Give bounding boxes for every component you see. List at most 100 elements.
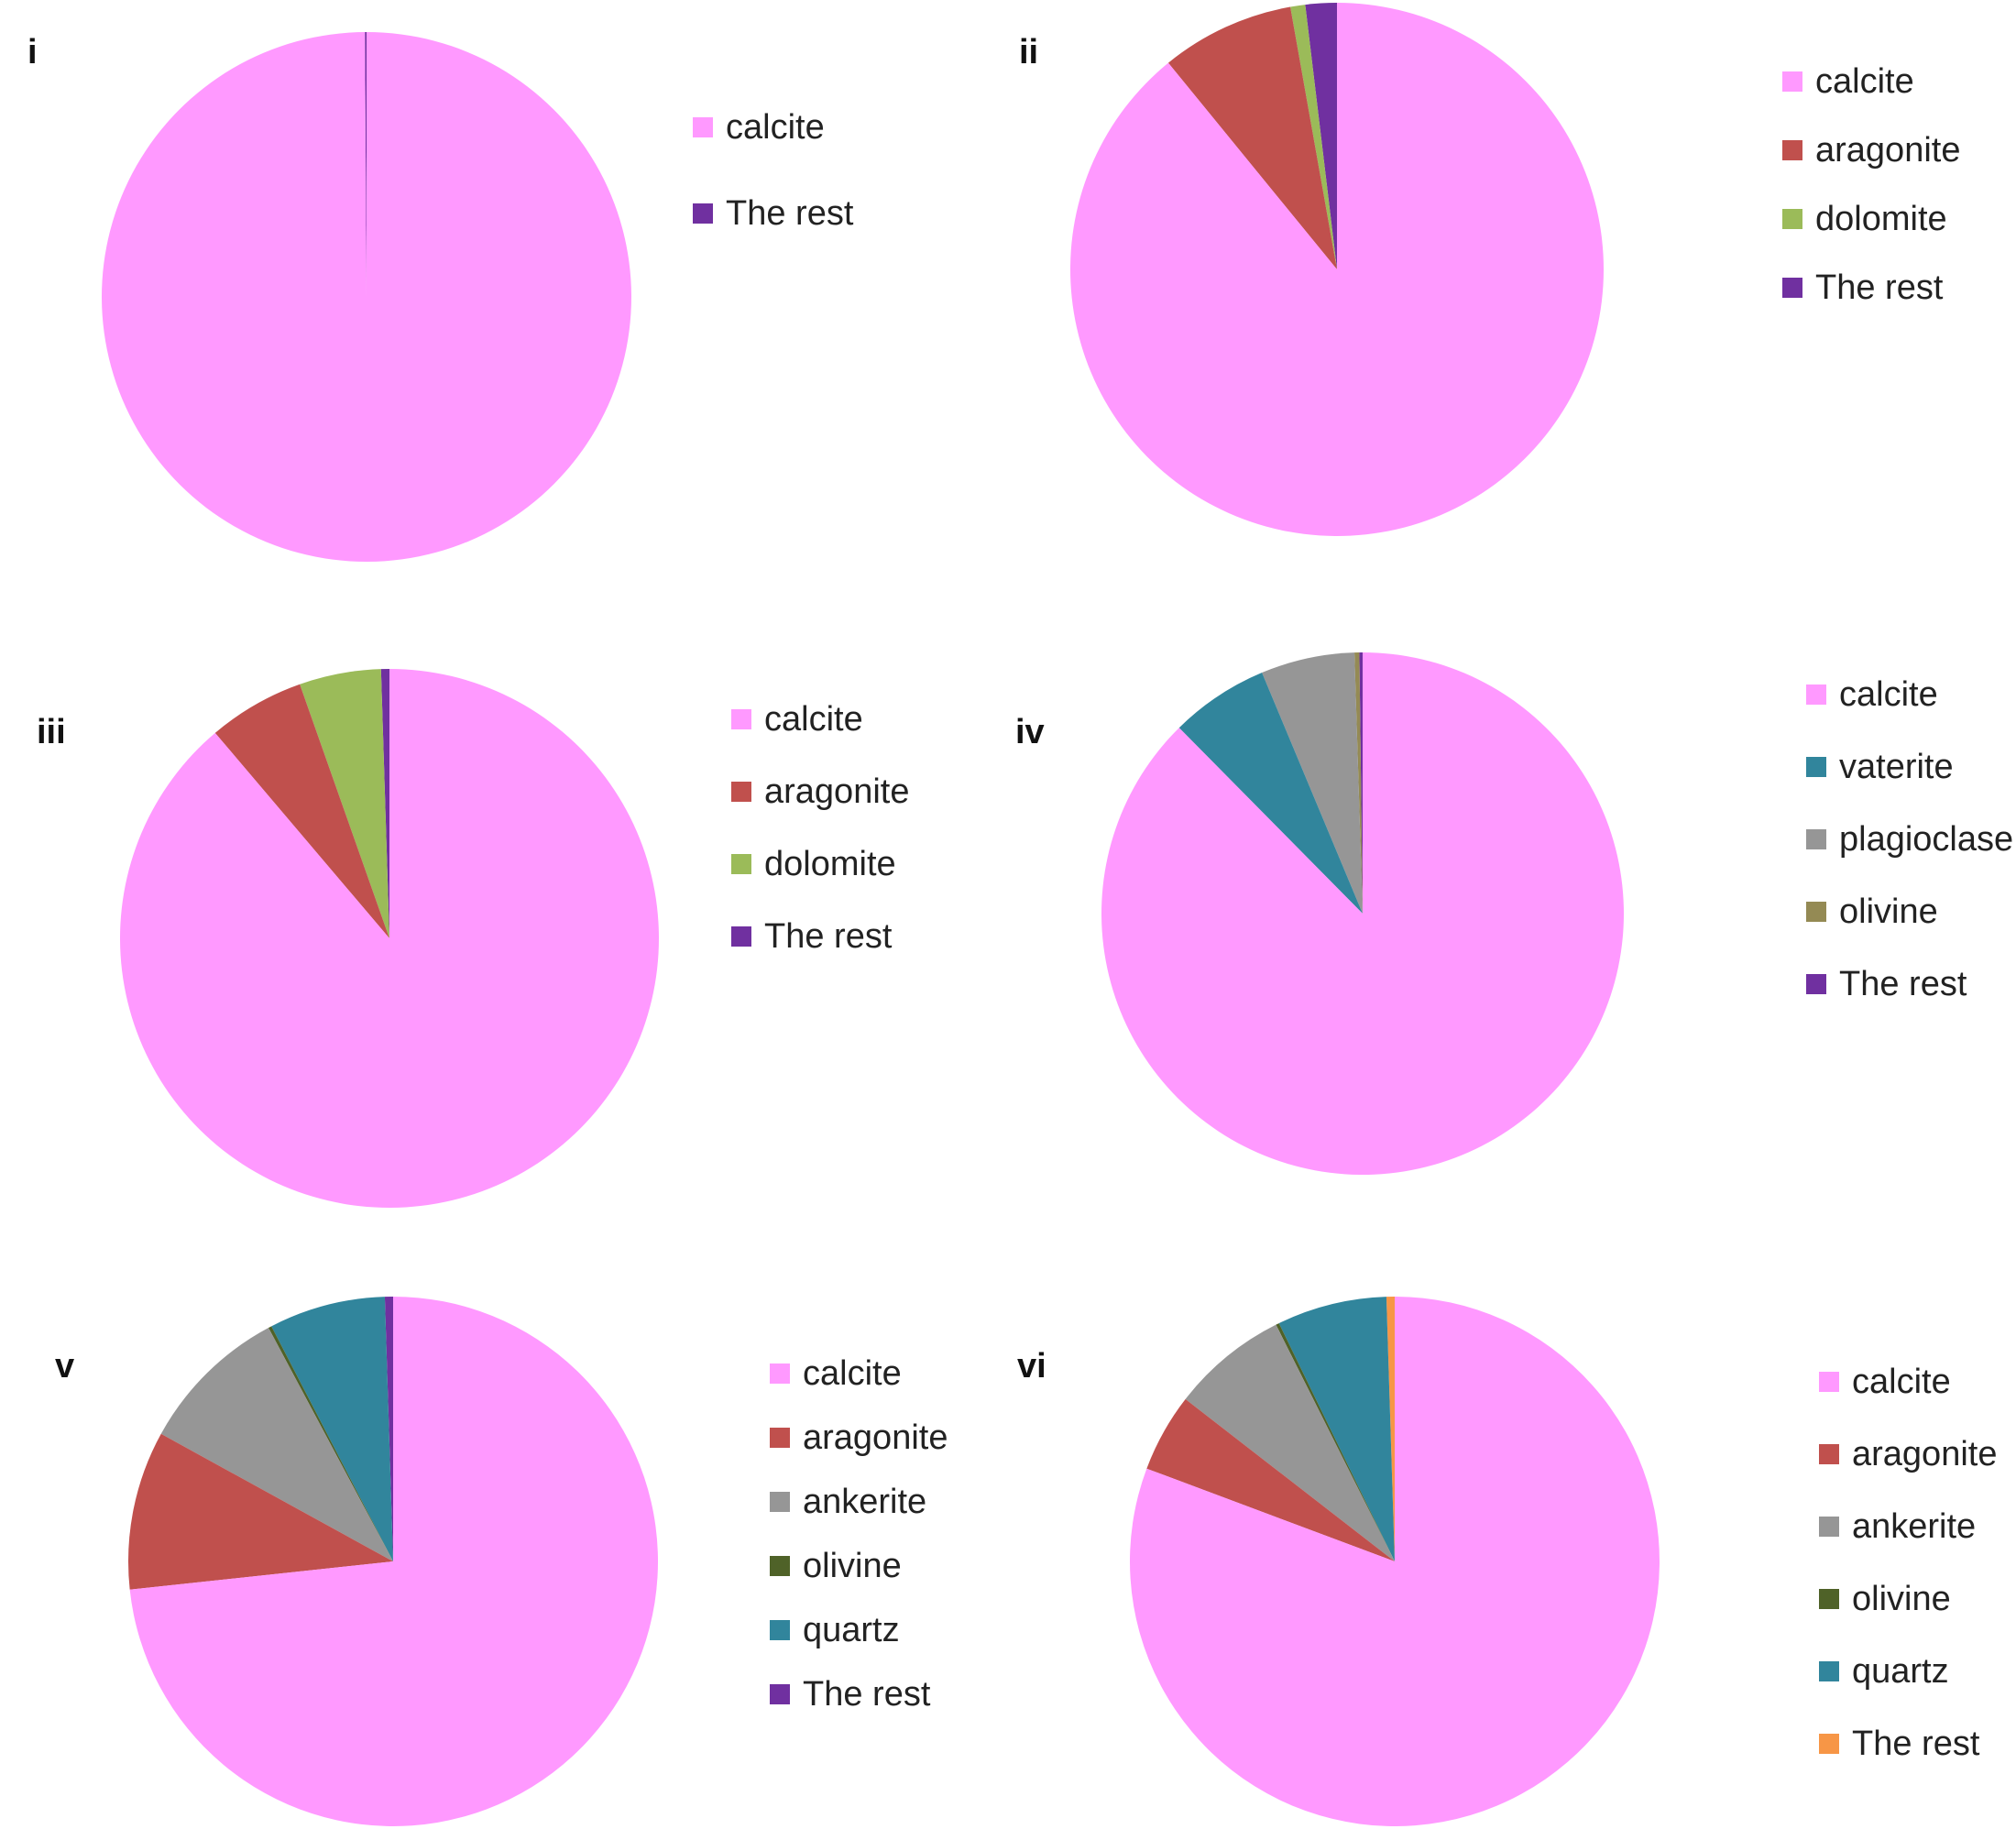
legend-label: The rest (1839, 964, 1967, 1003)
legend-label: The rest (764, 916, 893, 956)
legend-label: aragonite (764, 772, 910, 811)
legend-label: dolomite (764, 844, 896, 883)
legend-label: quartz (1852, 1651, 1949, 1691)
legend-swatch-aragonite (731, 782, 751, 802)
legend-swatch-ankerite (770, 1492, 790, 1512)
legend-item-aragonite: aragonite (731, 772, 910, 811)
panel-label-i: i (27, 33, 38, 71)
legend-label: olivine (803, 1546, 902, 1585)
legend-ii: calcite aragonite dolomite The rest (1782, 61, 1961, 338)
legend-label: calcite (764, 699, 863, 739)
panel-label-iii: iii (37, 713, 66, 751)
legend-label: aragonite (1815, 130, 1961, 170)
legend-swatch-calcite (693, 117, 713, 137)
legend-item-calcite: calcite (693, 107, 853, 147)
pie-slice-iii-dolomite (300, 669, 389, 938)
legend-item-plagioclase: plagioclase (1806, 820, 2013, 859)
legend-swatch-aragonite (1819, 1444, 1839, 1464)
legend-swatch-calcite (770, 1364, 790, 1384)
legend-label: quartz (803, 1610, 900, 1649)
legend-item-calcite: calcite (731, 699, 909, 739)
legend-swatch-ankerite (1819, 1517, 1839, 1537)
legend-item-the-rest: The rest (770, 1675, 948, 1714)
legend-swatch-calcite (1819, 1372, 1839, 1392)
legend-label: The rest (726, 193, 854, 233)
pie-slice-iii-aragonite (214, 684, 389, 938)
legend-label: aragonite (803, 1418, 948, 1457)
legend-i: calcite The rest (693, 107, 854, 281)
legend-label: ankerite (1852, 1506, 1977, 1546)
pie-slice-v-calcite (129, 1297, 658, 1826)
legend-label: vaterite (1839, 747, 1954, 786)
pie-slice-iv-the-rest (1359, 652, 1363, 914)
pie-slice-v-the-rest (384, 1297, 393, 1561)
legend-swatch-calcite (1782, 71, 1802, 92)
pie-slice-vi-aragonite (1146, 1398, 1395, 1561)
legend-item-calcite: calcite (1806, 674, 2013, 714)
pie-slice-vi-olivine (1276, 1323, 1395, 1561)
legend-swatch-the-rest (770, 1684, 790, 1704)
legend-iii: calcite aragonite dolomite The rest (731, 699, 910, 991)
pie-slice-iii-the-rest (380, 669, 389, 938)
legend-label: calcite (1852, 1362, 1951, 1401)
legend-swatch-quartz (1819, 1661, 1839, 1681)
legend-item-olivine: olivine (770, 1546, 948, 1585)
legend-item-the-rest: The rest (693, 193, 854, 233)
legend-label: aragonite (1852, 1434, 1998, 1473)
legend-item-quartz: quartz (770, 1610, 948, 1649)
legend-item-aragonite: aragonite (770, 1418, 948, 1457)
legend-label: calcite (1815, 61, 1914, 101)
legend-swatch-calcite (1806, 685, 1826, 705)
legend-swatch-aragonite (770, 1428, 790, 1448)
pie-slice-v-ankerite (160, 1328, 393, 1561)
legend-label: calcite (1839, 674, 1938, 714)
legend-swatch-dolomite (731, 854, 751, 874)
legend-swatch-quartz (770, 1620, 790, 1640)
legend-item-olivine: olivine (1819, 1579, 1997, 1618)
pie-slice-v-aragonite (127, 1433, 393, 1590)
legend-item-calcite: calcite (770, 1353, 948, 1393)
legend-label: calcite (803, 1353, 902, 1393)
legend-swatch-the-rest (1806, 974, 1826, 994)
pie-slice-v-olivine (268, 1326, 393, 1561)
legend-label: calcite (726, 107, 825, 147)
legend-item-olivine: olivine (1806, 892, 2013, 931)
legend-item-ankerite: ankerite (1819, 1506, 1997, 1546)
legend-label: dolomite (1815, 199, 1947, 238)
legend-swatch-the-rest (731, 926, 751, 947)
panel-label-iv: iv (1015, 713, 1045, 751)
legend-label: olivine (1839, 892, 1938, 931)
legend-swatch-olivine (1819, 1589, 1839, 1609)
pie-slice-iii-calcite (120, 669, 660, 1208)
legend-label: olivine (1852, 1579, 1951, 1618)
pie-slice-ii-the-rest (1305, 3, 1337, 269)
legend-iv: calcite vaterite plagioclase olivine The res… (1806, 674, 2013, 1038)
legend-item-vaterite: vaterite (1806, 747, 2013, 786)
legend-item-calcite: calcite (1782, 61, 1960, 101)
legend-swatch-olivine (1806, 902, 1826, 922)
pie-slice-vi-quartz (1278, 1297, 1395, 1561)
legend-item-calcite: calcite (1819, 1362, 1997, 1401)
legend-swatch-dolomite (1782, 209, 1802, 229)
pie-slice-ii-aragonite (1167, 6, 1337, 269)
legend-label: The rest (1815, 268, 1944, 307)
legend-swatch-the-rest (1819, 1734, 1839, 1754)
legend-item-quartz: quartz (1819, 1651, 1997, 1691)
pie-slice-i-the-rest (365, 32, 367, 297)
legend-item-dolomite: dolomite (1782, 199, 1960, 238)
legend-swatch-the-rest (693, 203, 713, 224)
legend-item-aragonite: aragonite (1819, 1434, 1998, 1473)
legend-swatch-calcite (731, 709, 751, 729)
pie-slice-i-calcite (101, 32, 631, 562)
legend-label: ankerite (803, 1482, 927, 1521)
pie-slice-iv-calcite (1101, 652, 1624, 1176)
legend-v: calcite aragonite ankerite olivine quartz The… (770, 1353, 948, 1740)
panel-label-ii: ii (1019, 33, 1039, 71)
legend-swatch-plagioclase (1806, 829, 1826, 849)
legend-swatch-the-rest (1782, 278, 1802, 298)
pie-slice-vi-ankerite (1185, 1324, 1395, 1561)
legend-item-aragonite: aragonite (1782, 130, 1961, 170)
legend-item-the-rest: The rest (731, 916, 909, 956)
